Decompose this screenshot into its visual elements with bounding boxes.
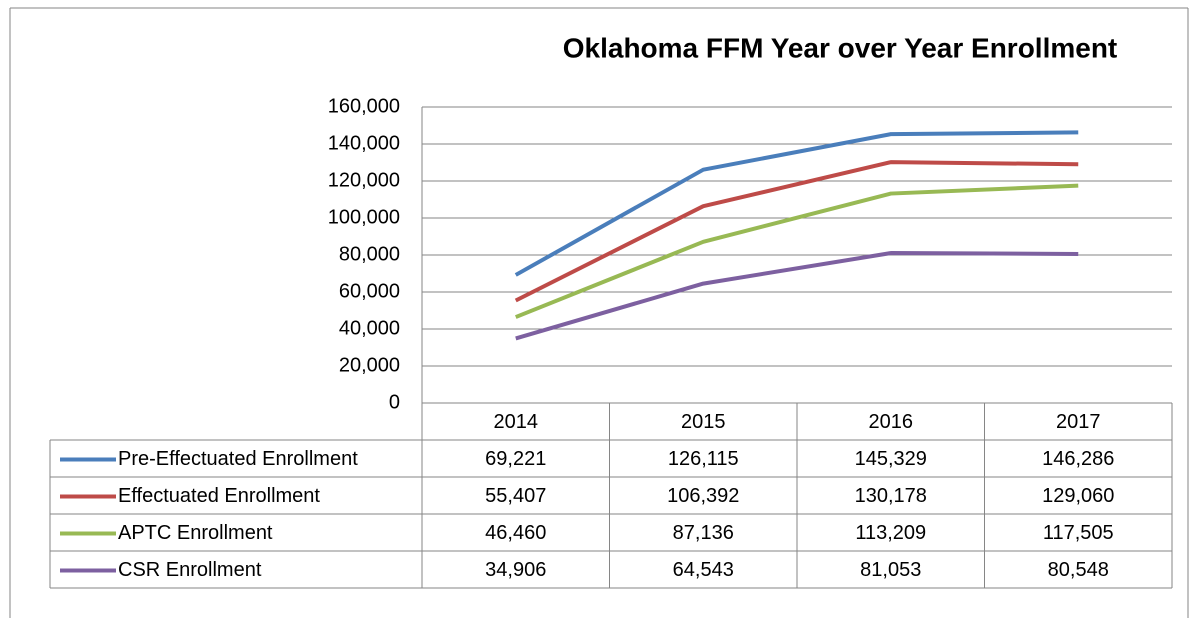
y-tick-label: 140,000 — [328, 132, 400, 154]
table-value: 87,136 — [673, 522, 734, 544]
x-tick-label: 2016 — [869, 411, 914, 433]
table-value: 146,286 — [1042, 448, 1114, 470]
y-tick-label: 100,000 — [328, 206, 400, 228]
legend-label: CSR Enrollment — [118, 559, 262, 581]
y-tick-label: 80,000 — [339, 243, 400, 265]
x-tick-label: 2017 — [1056, 411, 1101, 433]
chart-title: Oklahoma FFM Year over Year Enrollment — [563, 32, 1118, 63]
legend-label: Effectuated Enrollment — [118, 485, 320, 507]
legend-label: Pre-Effectuated Enrollment — [118, 448, 358, 470]
table-value: 69,221 — [485, 448, 546, 470]
y-tick-label: 160,000 — [328, 95, 400, 117]
table-value: 145,329 — [855, 448, 927, 470]
table-value: 113,209 — [855, 522, 926, 544]
table-value: 130,178 — [855, 485, 927, 507]
table-value: 64,543 — [673, 559, 734, 581]
y-tick-label: 40,000 — [339, 317, 400, 339]
y-tick-label: 120,000 — [328, 169, 400, 191]
series-line — [515, 183, 1079, 319]
table-value: 34,906 — [485, 559, 546, 581]
table-value: 117,505 — [1043, 522, 1114, 544]
table-value: 55,407 — [485, 485, 546, 507]
y-tick-label: 60,000 — [339, 280, 400, 302]
y-tick-label: 20,000 — [339, 354, 400, 376]
series-line — [515, 251, 1079, 341]
table-value: 80,548 — [1048, 559, 1109, 581]
series-line — [514, 160, 1079, 303]
x-tick-label: 2015 — [681, 411, 726, 433]
y-tick-label: 0 — [389, 391, 400, 413]
table-value: 106,392 — [667, 485, 739, 507]
x-tick-label: 2014 — [494, 411, 539, 433]
legend-label: APTC Enrollment — [118, 522, 273, 544]
table-value: 129,060 — [1042, 485, 1114, 507]
series-line — [514, 130, 1079, 277]
table-value: 81,053 — [860, 559, 921, 581]
table-value: 126,115 — [668, 448, 739, 470]
table-value: 46,460 — [485, 522, 546, 544]
